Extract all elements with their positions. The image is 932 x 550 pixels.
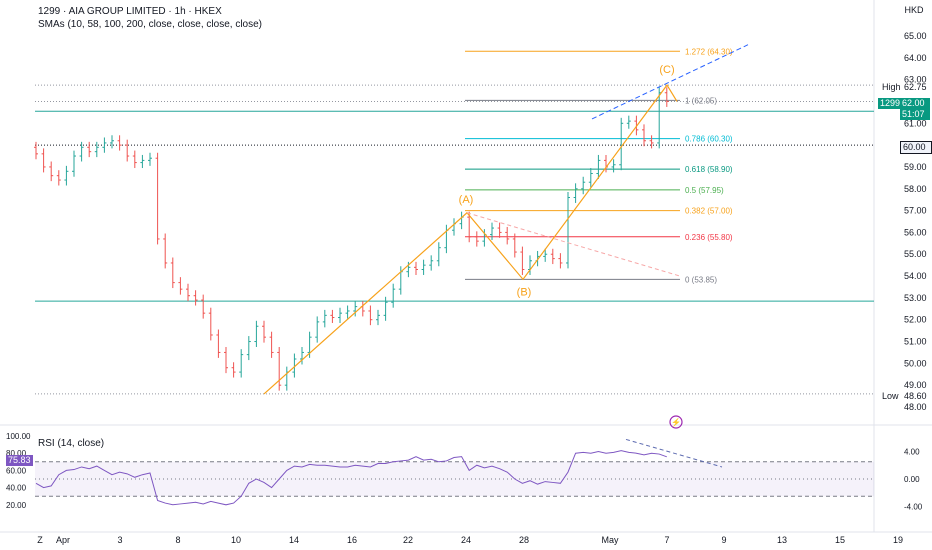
divergence-trendline: [466, 212, 681, 277]
rsi-legend[interactable]: RSI (14, close): [38, 438, 105, 449]
rsi-tick-right: -4.00: [904, 503, 923, 512]
chart-title: 1299 · AIA GROUP LIMITED · 1h · HKEX: [38, 6, 222, 17]
time-tick-label: 15: [835, 535, 845, 545]
event-flash-icon: [669, 415, 683, 429]
rsi-tick-right: 0.00: [904, 475, 920, 484]
time-tick-label: 19: [893, 535, 903, 545]
rsi-tick-left: 40.00: [6, 484, 27, 493]
fib-level-label: 0.236 (55.80): [685, 233, 733, 242]
time-tick-label: 10: [231, 535, 241, 545]
rsi-line: [35, 450, 667, 506]
price-tick-label: 54.00: [904, 271, 927, 281]
bar-countdown: 51:07: [900, 109, 930, 120]
time-tick-label: 28: [519, 535, 529, 545]
price-tick-label: 50.00: [904, 358, 927, 368]
time-tick-label: 16: [347, 535, 357, 545]
fib-level-label: 0.5 (57.95): [685, 186, 724, 195]
price-tick-label: 51.00: [904, 337, 927, 347]
rsi-tick-left: 60.00: [6, 466, 27, 475]
time-tick-label: Z: [37, 535, 43, 545]
time-tick-label: 22: [403, 535, 413, 545]
elliott-wave-path: [263, 84, 678, 395]
price-tick-label: 64.00: [904, 53, 927, 63]
time-tick-label: 8: [175, 535, 180, 545]
fib-level-label: 0.618 (58.90): [685, 165, 733, 174]
price-tick-label: 53.00: [904, 293, 927, 303]
fib-level-label: 1 (62.05): [685, 96, 717, 105]
time-tick-label: Apr: [56, 535, 70, 545]
price-tick-label: 59.00: [904, 162, 927, 172]
time-tick-label: May: [601, 535, 619, 545]
event-flash-glyph: ⚡: [671, 417, 681, 427]
time-tick-label: 9: [721, 535, 726, 545]
rsi-current-tag: 75.83: [6, 455, 33, 466]
price-tick-label: 52.00: [904, 315, 927, 325]
fib-level-label: 0.382 (57.00): [685, 207, 733, 216]
price-tick-label: 63.00: [904, 75, 927, 85]
time-tick-label: 13: [777, 535, 787, 545]
price-tick-label: 61.00: [904, 118, 927, 128]
channel-trendline: [591, 44, 749, 120]
price-tick-label: 49.00: [904, 380, 927, 390]
last-price-tag: 62.00: [900, 98, 930, 109]
time-tick-label: 7: [664, 535, 669, 545]
rsi-band-fill: [35, 461, 874, 497]
fib-level-label: 0.786 (60.30): [685, 135, 733, 144]
rsi-tick-left: 80.00: [6, 449, 27, 458]
time-tick-label: 24: [461, 535, 471, 545]
fib-level-label: 0 (53.85): [685, 275, 717, 284]
rsi-divergence-line: [625, 438, 723, 468]
price-tick-label: 58.00: [904, 184, 927, 194]
price-tick-label: 55.00: [904, 249, 927, 259]
wave-label: (A): [459, 194, 474, 206]
time-tick-label: 14: [289, 535, 299, 545]
rsi-tick-left: 20.00: [6, 501, 27, 510]
sma-price-tag: 60.00: [900, 141, 932, 154]
price-tick-label: 57.00: [904, 206, 927, 216]
price-tick-label: 65.00: [904, 31, 927, 41]
high-value: 62.75: [904, 82, 927, 92]
low-value: 48.60: [904, 391, 927, 401]
time-tick-label: 3: [117, 535, 122, 545]
wave-label: (C): [659, 64, 674, 76]
rsi-tick-left: 100.00: [6, 432, 31, 441]
price-tick-label: 48.00: [904, 402, 927, 412]
fib-level-label: 1.272 (64.30): [685, 47, 733, 56]
rsi-tick-right: 4.00: [904, 447, 920, 456]
wave-label: (B): [517, 286, 532, 298]
low-label: Low: [882, 391, 899, 401]
sma-indicator-legend[interactable]: SMAs (10, 58, 100, 200, close, close, cl…: [38, 19, 262, 30]
symbol-tag: 1299: [878, 98, 903, 109]
high-label: High: [882, 82, 901, 92]
price-tick-label: 56.00: [904, 227, 927, 237]
currency-label[interactable]: HKD: [904, 5, 924, 15]
